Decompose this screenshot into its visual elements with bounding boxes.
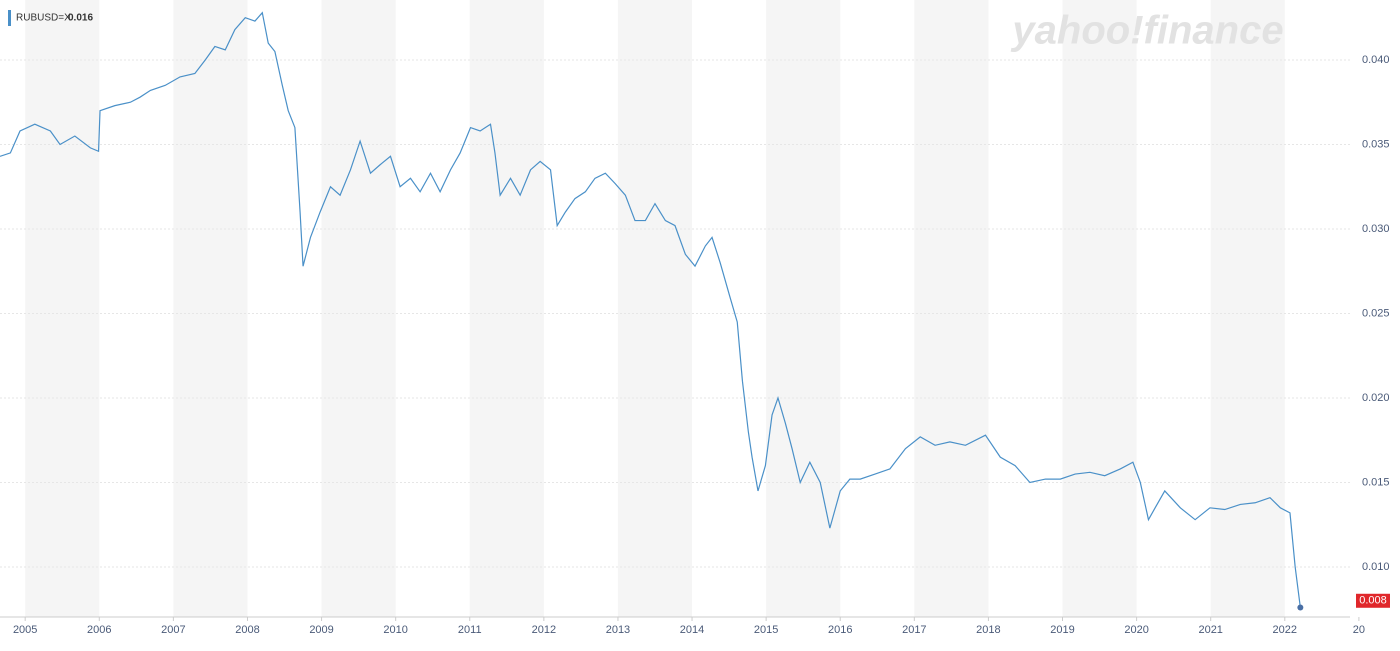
price-line <box>0 11 1301 608</box>
x-tick-label: 2013 <box>606 624 630 636</box>
x-tick-label: 2017 <box>902 624 926 636</box>
year-band <box>1210 0 1285 617</box>
x-tick-label: 20 <box>1353 624 1365 636</box>
x-tick-label: 2022 <box>1273 624 1297 636</box>
x-tick-label: 2020 <box>1124 624 1148 636</box>
x-tick-label: 2008 <box>235 624 259 636</box>
y-tick-label: 0.025 <box>1362 307 1390 319</box>
y-tick-label: 0.030 <box>1362 223 1390 235</box>
x-tick-label: 2016 <box>828 624 852 636</box>
y-tick-label: 0.010 <box>1362 561 1390 573</box>
x-tick-label: 2011 <box>458 624 482 636</box>
x-tick-label: 2014 <box>680 624 704 636</box>
x-tick-label: 2009 <box>309 624 333 636</box>
year-band <box>1062 0 1137 617</box>
x-tick-label: 2006 <box>87 624 111 636</box>
year-band <box>617 0 693 617</box>
last-price-tag <box>1356 593 1390 608</box>
x-tick-label: 2021 <box>1198 624 1222 636</box>
year-band <box>25 0 100 617</box>
x-tick-label: 2018 <box>976 624 1000 636</box>
legend-value: 0.016 <box>68 13 93 24</box>
year-band <box>173 0 248 617</box>
year-band <box>766 0 841 617</box>
legend-swatch <box>8 10 11 26</box>
last-point <box>1297 604 1304 611</box>
x-tick-label: 2005 <box>13 624 37 636</box>
y-tick-label: 0.015 <box>1362 476 1390 488</box>
last-price-label: 0.008 <box>1359 595 1387 607</box>
x-tick-label: 2012 <box>532 624 556 636</box>
y-tick-label: 0.040 <box>1362 54 1390 66</box>
year-band <box>914 0 989 617</box>
x-tick-label: 2010 <box>383 624 407 636</box>
y-tick-label: 0.035 <box>1362 138 1390 150</box>
year-band <box>321 0 396 617</box>
y-tick-label: 0.020 <box>1362 392 1390 404</box>
year-band <box>469 0 544 617</box>
x-tick-label: 2019 <box>1050 624 1074 636</box>
legend-symbol: RUBUSD=X <box>16 13 71 24</box>
x-tick-label: 2015 <box>754 624 778 636</box>
x-tick-label: 2007 <box>161 624 185 636</box>
watermark: yahoo!finance <box>1010 9 1283 53</box>
